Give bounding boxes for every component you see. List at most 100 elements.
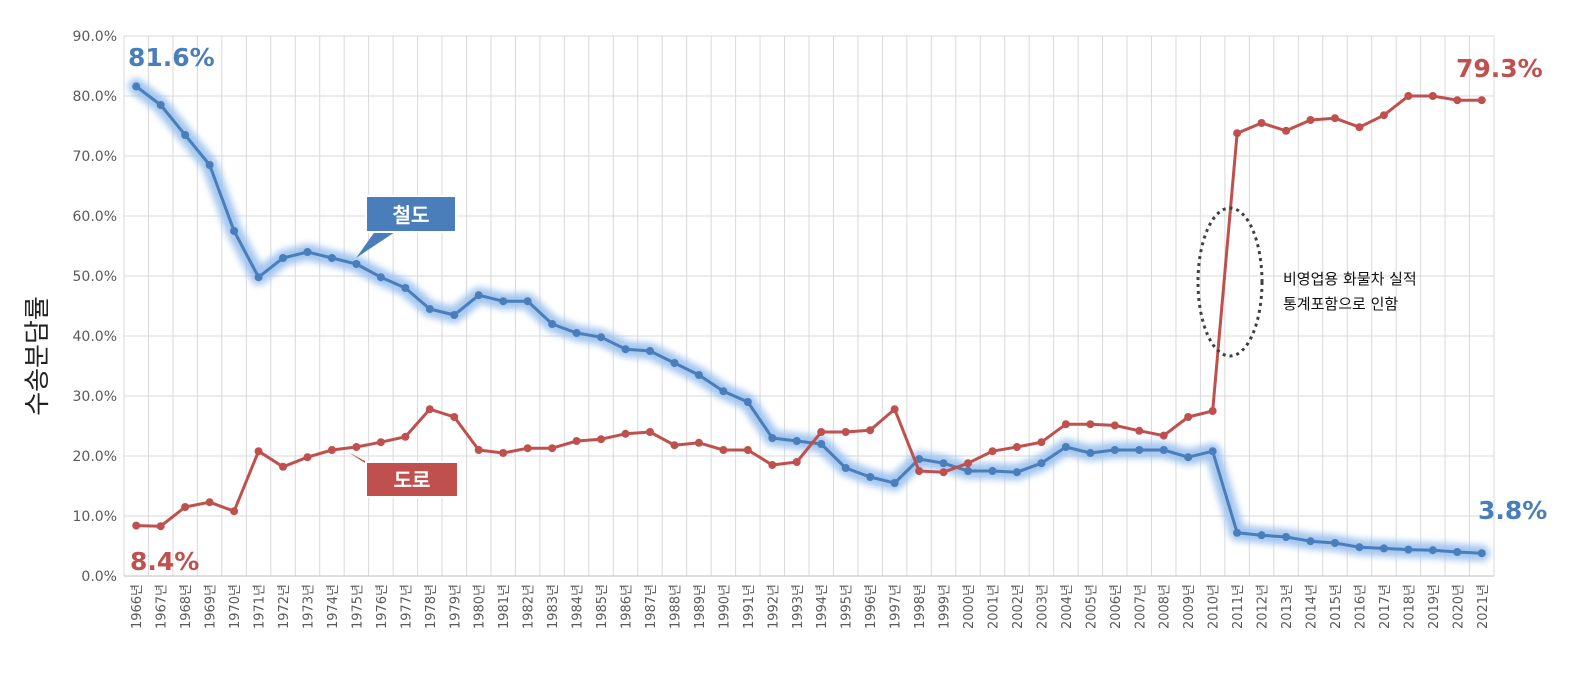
x-tick-label: 1991년 xyxy=(742,584,757,629)
data-point xyxy=(254,447,263,456)
data-point xyxy=(499,297,508,306)
data-point xyxy=(939,468,948,477)
x-tick-label: 1973년 xyxy=(301,584,316,629)
x-tick-label: 1970년 xyxy=(228,584,243,629)
data-point xyxy=(450,311,459,319)
x-tick-label: 2014년 xyxy=(1305,584,1320,629)
x-tick-label: 2015년 xyxy=(1329,584,1344,629)
x-tick-label: 2012년 xyxy=(1256,584,1271,629)
data-point xyxy=(1233,528,1242,537)
data-point xyxy=(597,435,606,444)
x-tick-label: 1990년 xyxy=(717,584,732,629)
x-tick-label: 2013년 xyxy=(1280,584,1295,629)
x-tick-label: 1971년 xyxy=(253,584,268,629)
x-tick-label: 1995년 xyxy=(840,584,855,629)
data-point xyxy=(1061,420,1070,429)
data-point xyxy=(915,467,924,475)
data-point xyxy=(670,441,679,450)
road-callout: 도로 xyxy=(348,452,459,498)
data-point xyxy=(205,498,214,507)
data-point xyxy=(792,458,801,466)
data-point xyxy=(1037,438,1046,447)
data-point xyxy=(572,329,581,337)
rail-callout-label: 철도 xyxy=(393,203,430,227)
data-point xyxy=(474,446,483,454)
data-point xyxy=(719,387,728,396)
data-point xyxy=(1257,531,1266,540)
y-tick-label: 50.0% xyxy=(73,269,117,285)
data-point xyxy=(841,428,850,436)
x-axis-ticks: 1966년 1967년 1968년 1969년 1970년 1971년 1972년 1973년… xyxy=(130,584,1491,629)
data-point xyxy=(1086,420,1095,429)
x-tick-label: 2021년 xyxy=(1476,584,1491,629)
x-tick-label: 1977년 xyxy=(399,584,414,629)
data-point xyxy=(327,446,336,454)
data-point xyxy=(548,444,557,453)
x-tick-label: 1980년 xyxy=(473,584,488,629)
data-point xyxy=(450,413,459,421)
x-tick-label: 1987년 xyxy=(644,584,659,629)
x-tick-label: 2016년 xyxy=(1353,584,1368,629)
x-tick-label: 1997년 xyxy=(889,584,904,629)
data-point xyxy=(645,347,654,355)
x-tick-label: 1998년 xyxy=(913,584,928,629)
data-point xyxy=(1135,426,1144,435)
data-point xyxy=(499,449,508,457)
data-point xyxy=(1379,544,1388,553)
y-tick-label: 80.0% xyxy=(73,89,117,105)
data-point xyxy=(694,438,703,447)
note-line-2: 통계포함으로 인함 xyxy=(1283,295,1398,313)
data-point xyxy=(645,428,654,436)
x-tick-label: 1966년 xyxy=(130,584,145,629)
data-point xyxy=(988,447,997,456)
data-point xyxy=(939,459,948,468)
data-point xyxy=(1110,446,1119,454)
road-callout-box xyxy=(365,461,459,498)
data-point xyxy=(743,398,752,406)
x-tick-label: 1979년 xyxy=(448,584,463,629)
x-tick-label: 2020년 xyxy=(1451,584,1466,629)
data-point xyxy=(866,426,875,435)
data-point xyxy=(621,429,630,438)
data-point xyxy=(132,82,141,91)
y-tick-label: 70.0% xyxy=(73,149,117,165)
data-point xyxy=(1135,446,1144,454)
data-point xyxy=(181,503,190,511)
data-point xyxy=(1355,543,1364,552)
x-tick-label: 1983년 xyxy=(546,584,561,629)
rail-start-label: 81.6% xyxy=(128,43,215,72)
x-tick-label: 2007년 xyxy=(1133,584,1148,629)
data-point xyxy=(890,405,899,414)
data-point xyxy=(1379,111,1388,120)
data-point xyxy=(401,284,410,292)
data-point xyxy=(132,521,141,530)
series-layer xyxy=(128,78,1490,562)
x-tick-label: 1994년 xyxy=(815,584,830,629)
data-point xyxy=(915,455,924,463)
data-point xyxy=(890,479,899,487)
data-point xyxy=(303,453,312,462)
data-point xyxy=(1428,92,1437,100)
data-point xyxy=(1184,413,1193,421)
data-point xyxy=(572,437,581,445)
y-tick-label: 0.0% xyxy=(81,569,117,585)
x-tick-label: 1984년 xyxy=(571,584,586,629)
data-point xyxy=(1404,545,1413,554)
data-point xyxy=(768,461,777,469)
data-point xyxy=(1037,459,1046,468)
data-point xyxy=(817,440,826,448)
rail-callout-pointer xyxy=(356,230,398,258)
data-point xyxy=(230,227,239,235)
data-point xyxy=(1453,548,1462,556)
x-tick-label: 2010년 xyxy=(1207,584,1222,629)
rail-end-label: 3.8% xyxy=(1478,496,1547,525)
data-point xyxy=(1282,533,1291,541)
y-tick-label: 10.0% xyxy=(73,509,117,525)
x-tick-label: 1974년 xyxy=(326,584,341,629)
data-point xyxy=(1159,446,1168,454)
data-point xyxy=(474,291,483,300)
data-point xyxy=(303,248,312,256)
data-point xyxy=(1012,468,1021,477)
data-point xyxy=(817,428,826,436)
